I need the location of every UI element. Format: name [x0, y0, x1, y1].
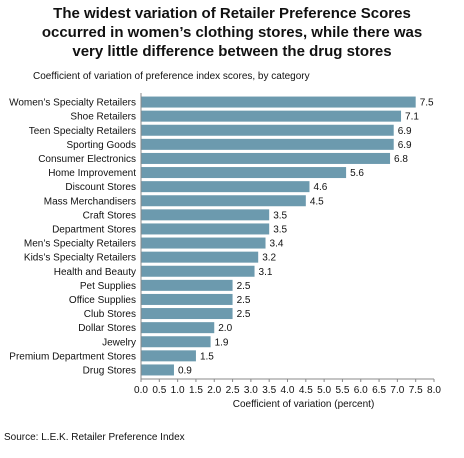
x-tick-label: 4.0 — [281, 385, 295, 396]
category-label: Consumer Electronics — [38, 154, 136, 165]
category-label: Home Improvement — [48, 168, 136, 179]
bar — [141, 124, 394, 136]
x-tick-label: 7.5 — [409, 385, 423, 396]
category-label: Kids’s Specialty Retailers — [24, 253, 136, 264]
value-label: 7.5 — [420, 98, 434, 109]
bar — [141, 237, 266, 249]
value-label: 3.1 — [259, 267, 273, 278]
bar — [141, 350, 196, 362]
value-label: 1.9 — [215, 337, 229, 348]
x-tick-label: 2.5 — [226, 385, 240, 396]
x-tick-label: 1.0 — [171, 385, 185, 396]
category-label: Teen Specialty Retailers — [29, 126, 136, 137]
bar — [141, 279, 233, 291]
value-label: 7.1 — [405, 112, 419, 123]
bar — [141, 209, 270, 221]
category-label: Office Supplies — [69, 295, 136, 306]
bar — [141, 293, 233, 305]
chart-title: The widest variation of Retailer Prefere… — [0, 4, 464, 61]
bar — [141, 110, 402, 122]
x-tick-label: 4.5 — [299, 385, 313, 396]
value-label: 6.9 — [398, 140, 412, 151]
category-label: Pet Supplies — [80, 281, 136, 292]
value-label: 0.9 — [178, 365, 192, 376]
chart-title-line: occurred in women’s clothing stores, whi… — [41, 24, 423, 41]
chart-title-line: The widest variation of Retailer Prefere… — [53, 5, 411, 22]
x-tick-label: 8.0 — [427, 385, 441, 396]
bar — [141, 195, 306, 207]
value-label: 6.8 — [394, 154, 408, 165]
bar — [141, 223, 270, 235]
category-label: Dollar Stores — [78, 323, 136, 334]
bar — [141, 138, 394, 150]
category-label: Jewelry — [102, 337, 136, 348]
source-note: Source: L.E.K. Retailer Preference Index — [4, 432, 185, 443]
bar — [141, 322, 215, 334]
bar — [141, 265, 255, 277]
x-axis-label: Coefficient of variation (percent) — [233, 399, 375, 410]
category-label: Shoe Retailers — [70, 112, 136, 123]
value-label: 4.6 — [313, 182, 327, 193]
category-label: Sporting Goods — [67, 140, 137, 151]
value-label: 2.5 — [237, 295, 251, 306]
value-label: 1.5 — [200, 351, 214, 362]
x-tick-label: 5.0 — [317, 385, 331, 396]
category-label: Craft Stores — [83, 210, 136, 221]
chart-title-line: very little difference between the drug … — [72, 43, 392, 60]
x-tick-label: 2.0 — [207, 385, 221, 396]
value-label: 6.9 — [398, 126, 412, 137]
bar — [141, 152, 391, 164]
bar — [141, 167, 347, 179]
category-label: Club Stores — [84, 309, 136, 320]
category-label: Health and Beauty — [54, 267, 136, 278]
value-label: 5.6 — [350, 168, 364, 179]
category-label: Drug Stores — [83, 365, 136, 376]
value-label: 4.5 — [310, 196, 324, 207]
x-tick-label: 3.0 — [244, 385, 258, 396]
x-tick-label: 3.5 — [262, 385, 276, 396]
value-label: 3.2 — [262, 253, 276, 264]
x-tick-label: 6.0 — [354, 385, 368, 396]
category-label: Men’s Specialty Retailers — [24, 239, 136, 250]
x-tick-label: 7.0 — [390, 385, 404, 396]
value-label: 2.5 — [237, 309, 251, 320]
category-label: Mass Merchandisers — [44, 196, 136, 207]
x-tick-label: 0.0 — [134, 385, 148, 396]
x-tick-label: 5.5 — [335, 385, 349, 396]
category-label: Premium Department Stores — [9, 351, 136, 362]
x-tick-label: 6.5 — [372, 385, 386, 396]
category-label: Department Stores — [52, 224, 136, 235]
category-label: Discount Stores — [65, 182, 136, 193]
bar — [141, 336, 211, 348]
value-label: 2.5 — [237, 281, 251, 292]
bar — [141, 364, 174, 376]
bar — [141, 308, 233, 320]
value-label: 2.0 — [218, 323, 232, 334]
bar — [141, 181, 310, 193]
x-tick-label: 1.5 — [189, 385, 203, 396]
bar — [141, 251, 259, 263]
x-tick-label: 0.5 — [152, 385, 166, 396]
value-label: 3.4 — [270, 239, 284, 250]
value-label: 3.5 — [273, 210, 287, 221]
chart-subtitle: Coefficient of variation of preference i… — [33, 71, 310, 82]
category-label: Women’s Specialty Retailers — [9, 98, 136, 109]
bar — [141, 96, 416, 108]
value-label: 3.5 — [273, 224, 287, 235]
